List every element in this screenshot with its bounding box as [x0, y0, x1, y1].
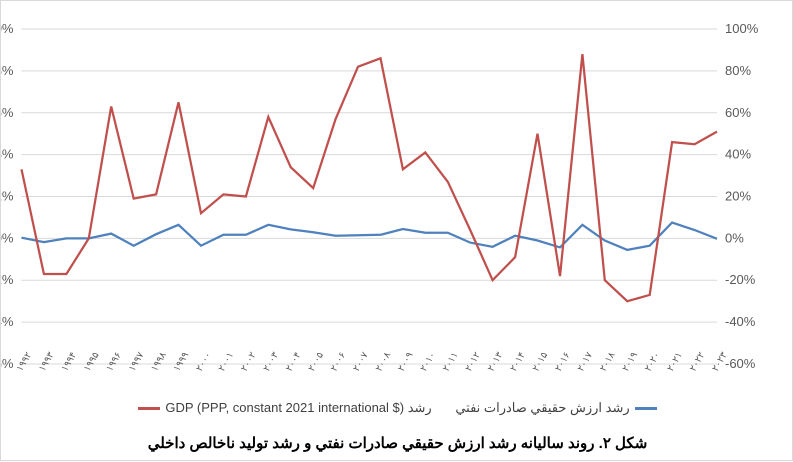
- svg-text:۲۰۱۸: ۲۰۱۸: [598, 350, 618, 374]
- svg-text:۲۰۰۲: ۲۰۰۲: [239, 350, 259, 373]
- svg-text:۲۰۱۶: ۲۰۱۶: [553, 350, 573, 373]
- svg-text:60%: 60%: [725, 105, 751, 120]
- svg-text:۲۰۱۹: ۲۰۱۹: [620, 350, 640, 373]
- svg-text:۲۰۱۰: ۲۰۱۰: [418, 350, 438, 373]
- svg-text:20%: 20%: [725, 189, 751, 204]
- svg-text:۱۹۹۹: ۱۹۹۹: [172, 350, 192, 373]
- svg-text:۱۹۹۵: ۱۹۹۵: [82, 350, 102, 373]
- svg-text:۱۹۹۶: ۱۹۹۶: [104, 350, 124, 373]
- svg-text:۲۰۰۷: ۲۰۰۷: [351, 350, 371, 374]
- svg-text:۱۹۹۴: ۱۹۹۴: [59, 350, 79, 373]
- svg-text:-60%: -60%: [725, 356, 756, 371]
- svg-text:۲۰۰۱: ۲۰۰۱: [216, 350, 236, 373]
- svg-text:۱۹۹۷: ۱۹۹۷: [127, 350, 147, 374]
- svg-text:2%: 2%: [1, 189, 14, 204]
- svg-text:۲۰۰۳: ۲۰۰۳: [261, 350, 281, 374]
- svg-text:-6%: -6%: [1, 356, 14, 371]
- svg-text:-40%: -40%: [725, 314, 756, 329]
- svg-text:4%: 4%: [1, 147, 14, 162]
- svg-text:۲۰۲۱: ۲۰۲۱: [665, 350, 685, 373]
- svg-text:۲۰۰۸: ۲۰۰۸: [374, 350, 394, 374]
- svg-text:۲۰۱۷: ۲۰۱۷: [575, 350, 595, 374]
- svg-text:۲۰۱۳: ۲۰۱۳: [486, 350, 506, 374]
- svg-text:۲۰۲۲: ۲۰۲۲: [688, 350, 708, 373]
- svg-text:۲۰۰۵: ۲۰۰۵: [306, 350, 326, 373]
- svg-text:۲۰۱۴: ۲۰۱۴: [508, 350, 528, 373]
- svg-text:۲۰۰۰: ۲۰۰۰: [194, 350, 214, 373]
- svg-text:10%: 10%: [1, 21, 14, 36]
- svg-text:۱۹۹۸: ۱۹۹۸: [149, 350, 169, 374]
- svg-text:-4%: -4%: [1, 314, 14, 329]
- svg-text:80%: 80%: [725, 63, 751, 78]
- svg-text:-20%: -20%: [725, 272, 756, 287]
- svg-text:8%: 8%: [1, 63, 14, 78]
- svg-text:۲۰۰۶: ۲۰۰۶: [329, 350, 349, 373]
- svg-text:۲۰۲۰: ۲۰۲۰: [643, 350, 663, 373]
- svg-text:۲۰۱۱: ۲۰۱۱: [441, 350, 461, 373]
- svg-text:6%: 6%: [1, 105, 14, 120]
- svg-text:۲۰۱۵: ۲۰۱۵: [531, 350, 551, 373]
- svg-text:0%: 0%: [725, 230, 744, 245]
- svg-text:۲۰۰۹: ۲۰۰۹: [396, 350, 416, 373]
- svg-text:۲۰۰۴: ۲۰۰۴: [284, 350, 304, 373]
- svg-text:40%: 40%: [725, 147, 751, 162]
- svg-text:۱۹۹۲: ۱۹۹۲: [15, 350, 35, 373]
- svg-text:۲۰۱۲: ۲۰۱۲: [463, 350, 483, 373]
- svg-text:100%: 100%: [725, 21, 759, 36]
- svg-text:0%: 0%: [1, 230, 14, 245]
- svg-text:-2%: -2%: [1, 272, 14, 287]
- svg-text:۱۹۹۳: ۱۹۹۳: [37, 350, 57, 374]
